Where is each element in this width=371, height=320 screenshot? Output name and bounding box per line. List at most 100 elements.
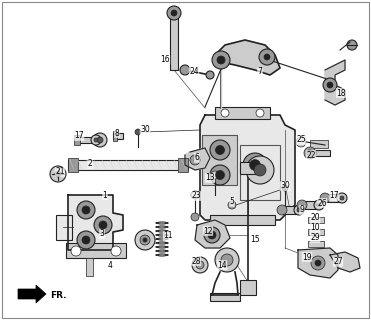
Text: 20: 20: [310, 213, 320, 222]
Bar: [68, 158, 78, 172]
Text: 17: 17: [329, 191, 339, 201]
Text: 10: 10: [310, 223, 320, 233]
Circle shape: [55, 171, 61, 177]
Circle shape: [50, 166, 66, 182]
Bar: [240, 162, 256, 174]
Circle shape: [254, 164, 266, 176]
Text: 22: 22: [306, 150, 316, 159]
Text: 15: 15: [250, 236, 260, 244]
Text: 2: 2: [88, 159, 92, 169]
Bar: [308, 229, 324, 235]
Circle shape: [111, 246, 121, 256]
Text: 14: 14: [217, 260, 227, 269]
Circle shape: [99, 221, 107, 229]
Polygon shape: [215, 40, 280, 75]
Circle shape: [327, 82, 333, 88]
Circle shape: [97, 137, 103, 143]
Text: 19: 19: [302, 252, 312, 261]
Circle shape: [337, 193, 347, 203]
Circle shape: [82, 206, 90, 214]
Circle shape: [250, 160, 260, 170]
Circle shape: [196, 261, 204, 269]
Text: 1: 1: [103, 190, 107, 199]
Circle shape: [277, 205, 287, 215]
Text: 17: 17: [74, 132, 84, 140]
Text: 21: 21: [55, 167, 65, 177]
Circle shape: [93, 133, 107, 147]
Text: FR.: FR.: [50, 291, 66, 300]
Circle shape: [307, 150, 313, 156]
Bar: [215, 107, 270, 119]
Circle shape: [221, 109, 229, 117]
Text: 11: 11: [163, 231, 173, 241]
Circle shape: [320, 193, 330, 203]
Circle shape: [264, 54, 270, 60]
Circle shape: [77, 231, 95, 249]
Bar: [310, 150, 330, 156]
Bar: [283, 206, 297, 214]
Text: 30: 30: [140, 125, 150, 134]
Circle shape: [135, 129, 141, 135]
Circle shape: [228, 201, 236, 209]
Circle shape: [208, 231, 216, 239]
Polygon shape: [18, 285, 46, 303]
Text: 7: 7: [257, 68, 262, 76]
Circle shape: [94, 138, 98, 142]
Circle shape: [315, 260, 321, 266]
Text: 4: 4: [108, 261, 112, 270]
Bar: [68, 160, 188, 170]
Bar: [113, 131, 117, 141]
Circle shape: [210, 165, 230, 185]
Text: 12: 12: [203, 227, 213, 236]
Circle shape: [71, 246, 81, 256]
Circle shape: [243, 153, 267, 177]
Bar: [308, 241, 324, 247]
Circle shape: [323, 78, 337, 92]
Text: 27: 27: [333, 258, 343, 267]
Circle shape: [135, 230, 155, 250]
Text: 24: 24: [189, 67, 199, 76]
Circle shape: [217, 56, 225, 64]
Polygon shape: [185, 148, 210, 170]
Bar: [170, 15, 178, 70]
Bar: [210, 293, 240, 301]
Text: 9: 9: [299, 205, 305, 214]
Text: 13: 13: [205, 173, 215, 182]
Circle shape: [212, 51, 230, 69]
Bar: [178, 158, 188, 172]
Bar: [308, 217, 324, 223]
Circle shape: [180, 65, 190, 75]
Text: 18: 18: [336, 89, 346, 98]
Circle shape: [216, 171, 224, 180]
Bar: [86, 258, 93, 276]
Circle shape: [140, 235, 150, 245]
Circle shape: [294, 205, 304, 215]
Circle shape: [347, 40, 357, 50]
Text: 6: 6: [194, 154, 200, 163]
Text: 3: 3: [99, 229, 105, 238]
Circle shape: [215, 248, 239, 272]
Circle shape: [211, 171, 219, 179]
Circle shape: [82, 236, 90, 244]
Polygon shape: [330, 252, 360, 272]
Circle shape: [311, 256, 325, 270]
Polygon shape: [200, 115, 295, 220]
Bar: [77, 137, 99, 143]
Text: 5: 5: [230, 197, 234, 206]
Text: 8: 8: [115, 129, 119, 138]
Circle shape: [204, 227, 220, 243]
Circle shape: [256, 109, 264, 117]
Bar: [74, 135, 80, 145]
Circle shape: [191, 191, 199, 199]
Circle shape: [259, 49, 275, 65]
Bar: [113, 133, 123, 139]
Polygon shape: [325, 60, 345, 105]
Circle shape: [317, 203, 321, 207]
Circle shape: [304, 147, 316, 159]
Circle shape: [190, 155, 200, 165]
Circle shape: [246, 156, 274, 184]
Circle shape: [167, 6, 181, 20]
Text: 25: 25: [296, 135, 306, 145]
Text: 29: 29: [310, 234, 320, 243]
Circle shape: [297, 208, 301, 212]
